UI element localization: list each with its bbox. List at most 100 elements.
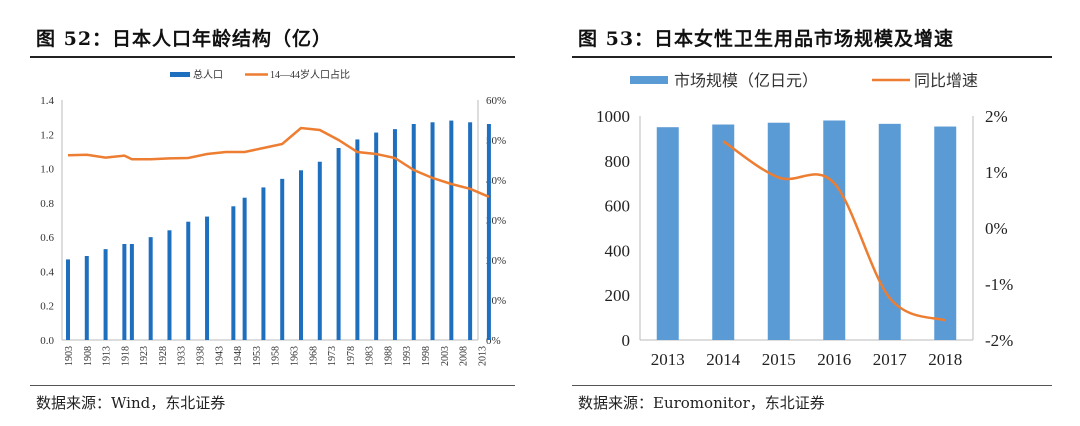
- title-rule: [572, 56, 1052, 58]
- x-tick-label: 2008: [459, 346, 470, 366]
- legend-label: 14—44岁人口占比: [270, 68, 350, 81]
- y-right-tick-label: 50%: [486, 135, 506, 147]
- y-right-tick-label: 20%: [486, 255, 506, 267]
- x-tick-label: 1968: [308, 346, 319, 366]
- y-left-tick-label: 1.4: [40, 95, 54, 107]
- y-right-tick-label: 2%: [985, 107, 1008, 126]
- bar-total-population: [261, 187, 266, 340]
- x-tick-label: 2018: [928, 350, 962, 369]
- x-tick-label: 1963: [289, 346, 300, 366]
- y-left-tick-label: 0.8: [40, 198, 54, 210]
- x-tick-label: 1943: [214, 346, 225, 366]
- line-14-44-share: [67, 126, 490, 198]
- x-tick-label: 2013: [651, 350, 685, 369]
- x-tick-label: 1908: [83, 346, 94, 366]
- y-right-tick-label: 1%: [985, 163, 1008, 182]
- x-tick-label: 2014: [706, 350, 741, 369]
- x-tick-label: 1903: [64, 346, 75, 366]
- x-tick-label: 1938: [196, 346, 207, 366]
- bar-market-size: [934, 126, 957, 340]
- legend-label: 同比增速: [914, 72, 978, 90]
- bottom-rule: [572, 385, 1052, 386]
- y-left-tick-label: 800: [605, 152, 631, 171]
- y-left-tick-label: 0: [622, 331, 631, 350]
- bar-total-population: [449, 120, 454, 340]
- population-chart: 0.00.20.40.60.81.01.21.40%10%20%30%40%50…: [40, 68, 506, 366]
- bar-total-population: [66, 259, 70, 340]
- y-left-tick-label: 0.4: [40, 266, 54, 278]
- y-left-tick-label: 0.2: [40, 301, 54, 313]
- x-tick-label: 1918: [120, 346, 131, 366]
- x-tick-label: 1923: [139, 346, 150, 366]
- bar-market-size: [823, 120, 846, 340]
- x-tick-label: 1953: [252, 346, 263, 366]
- x-tick-label: 1983: [365, 346, 376, 366]
- bar-total-population: [317, 161, 322, 340]
- legend-swatch-bar: [630, 76, 668, 84]
- x-tick-label: 2013: [477, 346, 488, 366]
- x-tick-label: 1973: [327, 346, 338, 366]
- x-tick-label: 1913: [102, 346, 113, 366]
- bar-total-population: [299, 170, 304, 340]
- market-chart: 0 200 400 600 800 1000 -2% -1% 0% 1% 2% 2013 2014 201…: [596, 72, 1013, 369]
- bar-total-population: [148, 237, 153, 340]
- title-rule: [30, 56, 515, 58]
- y-left-tick-label: 200: [605, 286, 631, 305]
- bar-total-population: [355, 139, 360, 340]
- x-tick-label: 1988: [383, 346, 394, 366]
- x-tick-label: 1998: [421, 346, 432, 366]
- y-right-tick-label: 30%: [486, 215, 506, 227]
- bar-total-population: [84, 256, 89, 340]
- legend-swatch-bar: [170, 72, 190, 77]
- bar-total-population: [392, 129, 397, 340]
- bar-total-population: [231, 206, 236, 340]
- legend-label: 总人口: [193, 68, 223, 81]
- bar-total-population: [336, 148, 341, 340]
- y-right-tick-label: 40%: [486, 175, 506, 187]
- x-tick-label: 1978: [346, 346, 357, 366]
- x-tick-label: 2016: [817, 350, 851, 369]
- bar-market-size: [878, 123, 901, 340]
- bar-total-population: [103, 249, 108, 340]
- source-note-52: 数据来源：Wind，东北证券: [36, 394, 226, 412]
- x-tick-label: 2015: [762, 350, 796, 369]
- x-tick-label: 1993: [402, 346, 413, 366]
- bar-total-population: [186, 221, 191, 340]
- x-tick-label: 2017: [873, 350, 908, 369]
- bar-market-size: [712, 124, 735, 341]
- bar-total-population: [122, 244, 127, 340]
- figure-52-title: 图 52：日本人口年龄结构（亿）: [36, 28, 333, 50]
- bar-total-population: [129, 244, 134, 340]
- legend-label: 市场规模（亿日元）: [674, 72, 818, 90]
- bar-total-population: [486, 124, 491, 340]
- y-right-tick-label: 60%: [486, 95, 506, 107]
- y-left-tick-label: 600: [605, 197, 631, 216]
- bar-total-population: [242, 197, 247, 340]
- x-tick-label: 1933: [177, 346, 188, 366]
- y-left-tick-label: 0.0: [40, 335, 54, 347]
- source-note-53: 数据来源：Euromonitor，东北证券: [578, 394, 825, 412]
- y-right-tick-label: 0%: [985, 219, 1008, 238]
- y-right-tick-label: -1%: [985, 275, 1013, 294]
- y-left-tick-label: 1.2: [40, 129, 54, 141]
- y-right-tick-label: -2%: [985, 331, 1013, 350]
- figure-53-title: 图 53：日本女性卫生用品市场规模及增速: [578, 28, 955, 50]
- y-right-tick-label: 10%: [486, 295, 506, 307]
- y-left-tick-label: 400: [605, 241, 631, 260]
- y-left-tick-label: 1000: [596, 107, 630, 126]
- line-yoy-growth: [722, 140, 946, 322]
- bar-total-population: [205, 216, 210, 340]
- x-tick-label: 2003: [440, 346, 451, 366]
- y-left-tick-label: 1.0: [40, 164, 54, 176]
- bar-total-population: [411, 124, 416, 340]
- x-tick-label: 1958: [271, 346, 282, 366]
- bar-market-size: [767, 122, 790, 340]
- bottom-rule: [30, 385, 515, 386]
- x-tick-label: 1928: [158, 346, 169, 366]
- bar-market-size: [656, 127, 679, 340]
- bar-total-population: [374, 132, 379, 340]
- bar-total-population: [430, 122, 435, 341]
- bar-total-population: [280, 178, 285, 340]
- x-tick-label: 1948: [233, 346, 244, 366]
- y-left-tick-label: 0.6: [40, 232, 54, 244]
